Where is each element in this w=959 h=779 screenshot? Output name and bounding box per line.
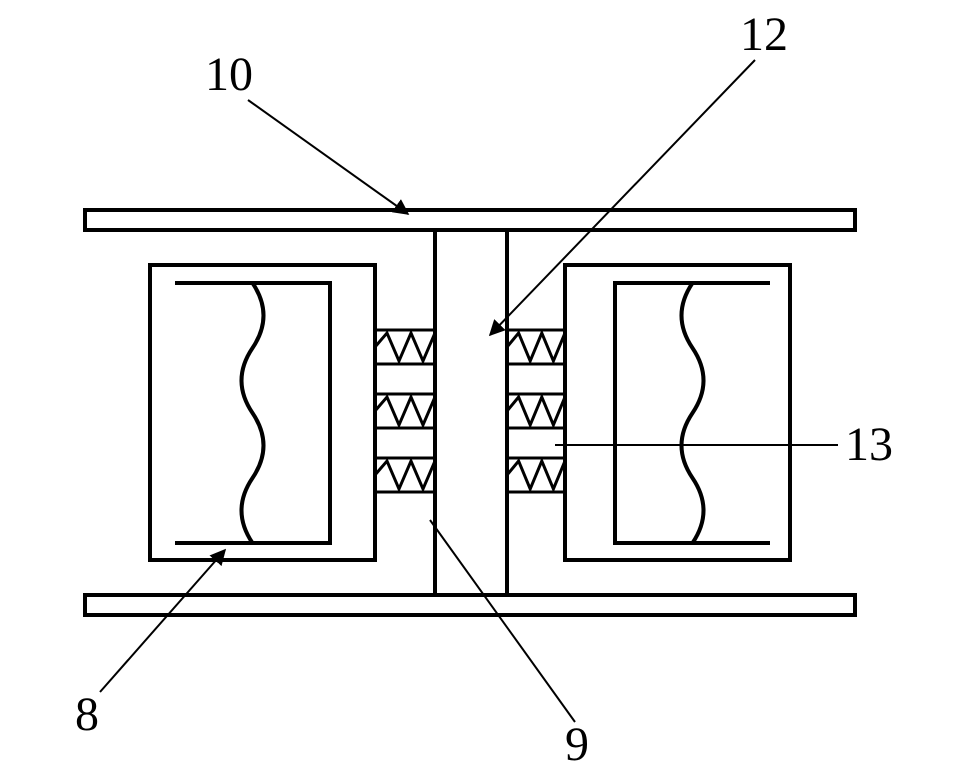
lead-line-8 — [100, 550, 225, 692]
spring-coil — [375, 397, 435, 425]
label-12: 12 — [740, 8, 788, 61]
label-8: 8 — [75, 688, 99, 741]
technical-diagram: 10 12 13 9 8 — [0, 0, 959, 779]
spring-coil — [507, 397, 565, 425]
lead-line-12 — [490, 60, 755, 335]
label-9: 9 — [565, 718, 589, 771]
spring-coil — [507, 461, 565, 489]
label-13: 13 — [845, 418, 893, 471]
outer-box-right — [565, 265, 790, 560]
plate — [85, 595, 855, 615]
label-10: 10 — [205, 48, 253, 101]
spring-coil — [375, 461, 435, 489]
lead-line-9 — [430, 520, 575, 722]
spring-coil — [375, 333, 435, 361]
plate — [85, 210, 855, 230]
lead-line-10 — [248, 100, 408, 214]
spring-coil — [507, 333, 565, 361]
